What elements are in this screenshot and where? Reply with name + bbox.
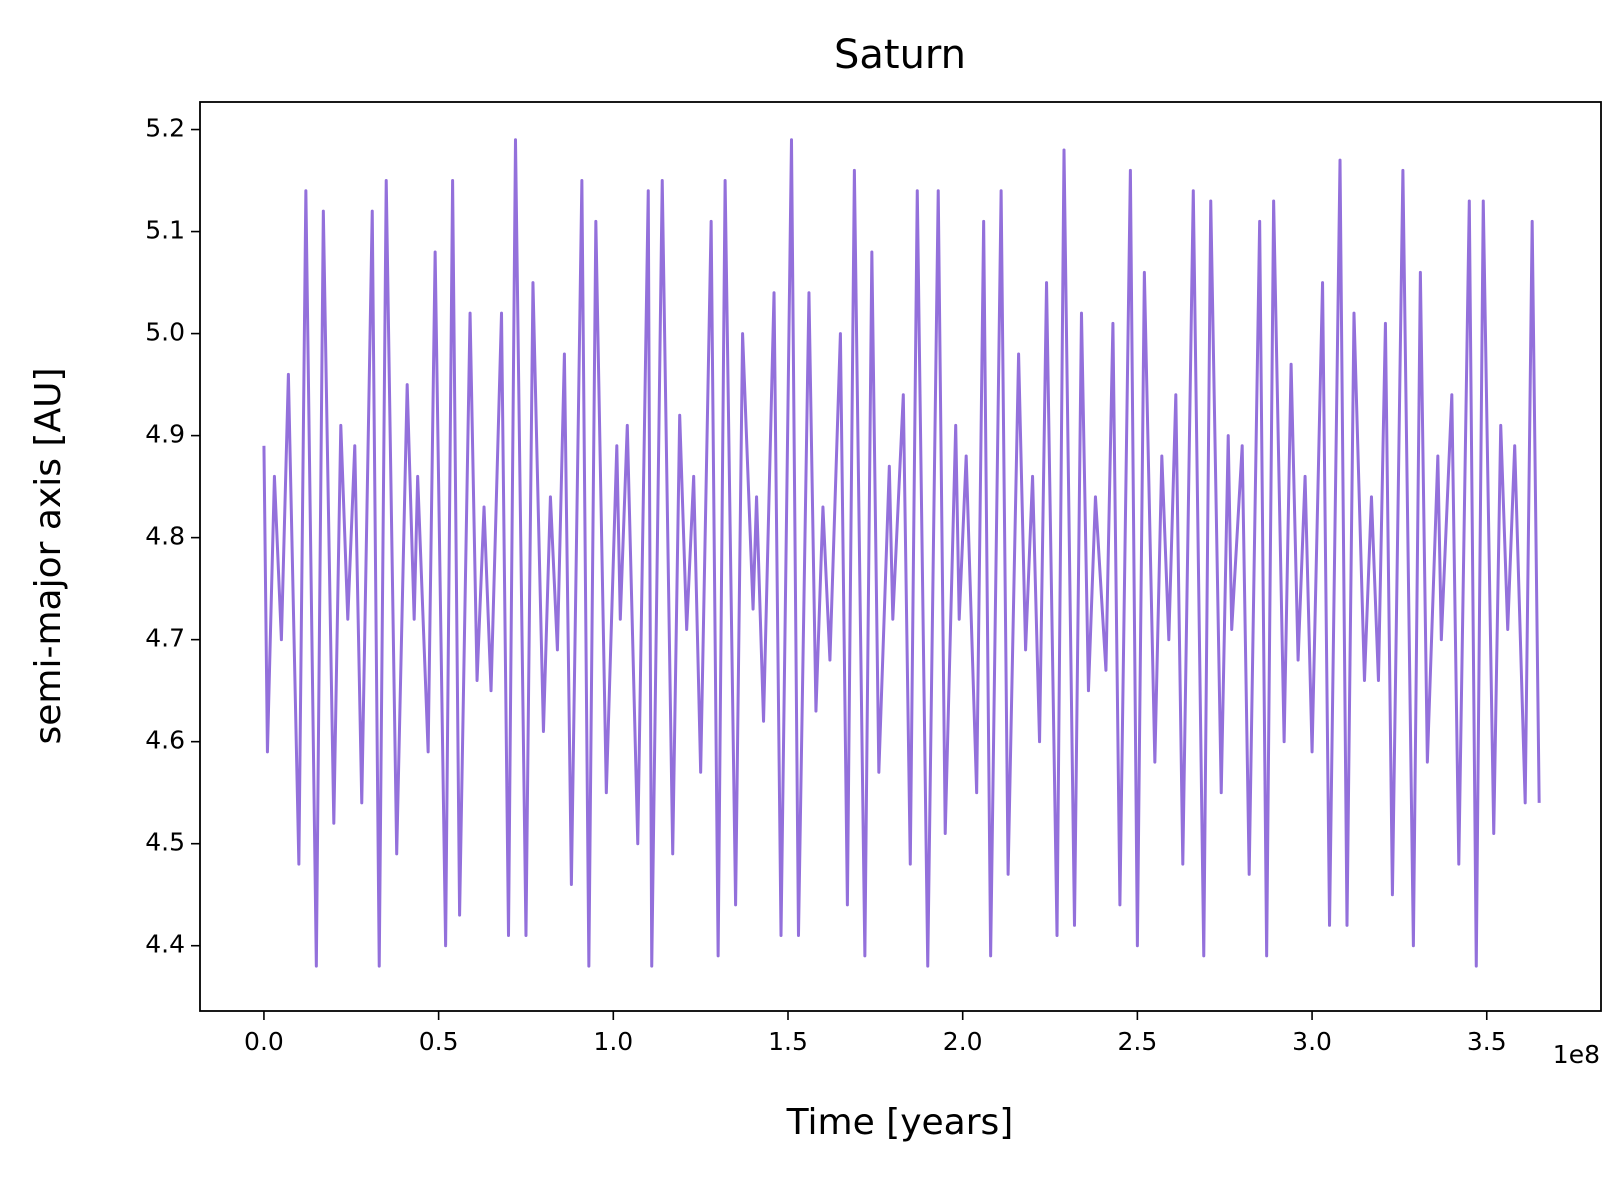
y-tick-label: 5.1 xyxy=(145,216,185,245)
x-tick-label: 0.5 xyxy=(419,1027,459,1056)
y-tick-label: 4.9 xyxy=(145,420,185,449)
y-tick-label: 4.6 xyxy=(145,726,185,755)
x-axis-label: Time [years] xyxy=(786,1102,1014,1143)
x-tick-label: 3.0 xyxy=(1292,1027,1332,1056)
y-tick-label: 5.2 xyxy=(145,114,185,143)
y-tick-label: 4.8 xyxy=(145,522,185,551)
plot-frame xyxy=(199,101,1602,1012)
x-tick-label: 1.0 xyxy=(593,1027,633,1056)
y-tick-label: 5.0 xyxy=(145,318,185,347)
x-tick-label: 3.5 xyxy=(1467,1027,1507,1056)
y-tick-label: 4.4 xyxy=(145,930,185,959)
data-line xyxy=(262,138,1541,968)
y-axis-label: semi-major axis [AU] xyxy=(28,368,69,745)
x-tick-label: 2.5 xyxy=(1117,1027,1157,1056)
x-offset-label: 1e8 xyxy=(1553,1040,1600,1069)
y-tick-label: 4.7 xyxy=(145,624,185,653)
chart-title: Saturn xyxy=(834,32,966,78)
x-tick-label: 2.0 xyxy=(943,1027,983,1056)
y-tick-label: 4.5 xyxy=(145,828,185,857)
x-tick-label: 0.0 xyxy=(244,1027,284,1056)
x-tick-label: 1.5 xyxy=(768,1027,808,1056)
